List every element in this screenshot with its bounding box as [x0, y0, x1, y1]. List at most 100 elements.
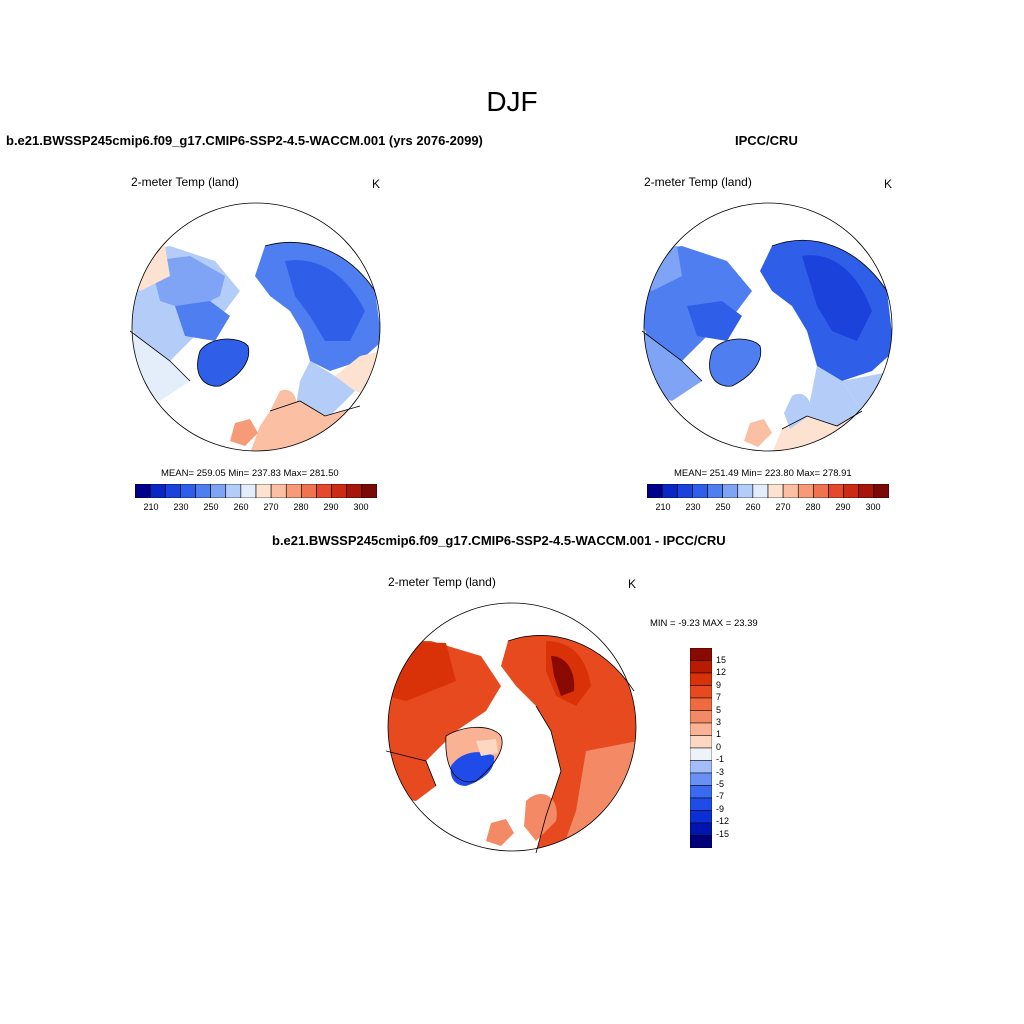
colorbar-swatch — [690, 735, 712, 749]
colorbar-swatch — [690, 747, 712, 761]
colorbar-swatch — [346, 484, 363, 498]
obs-unit-label: K — [884, 177, 893, 191]
colorbar-swatch — [690, 785, 712, 799]
cbar-label: 7 — [716, 692, 722, 703]
colorbar-swatch — [255, 484, 272, 498]
colorbar-swatch — [858, 484, 875, 498]
colorbar-swatch — [690, 722, 712, 736]
colorbar-swatch — [301, 484, 317, 498]
colorbar-swatch — [690, 797, 712, 811]
colorbar-swatch — [737, 484, 754, 498]
cbar-label: 290 — [835, 502, 851, 512]
colorbar-swatch — [690, 672, 712, 686]
cbar-label: 250 — [715, 502, 731, 512]
colorbar-swatch — [180, 484, 196, 498]
cbar-label: 15 — [716, 655, 727, 665]
model-variable-label: 2-meter Temp (land) — [131, 175, 239, 189]
colorbar-swatch — [270, 484, 287, 498]
model-unit-label: K — [372, 177, 381, 191]
obs-polar-map — [642, 202, 893, 452]
colorbar-swatch — [676, 484, 693, 498]
cbar-label: -15 — [716, 828, 730, 839]
colorbar-swatch — [285, 484, 302, 498]
colorbar-swatch — [316, 484, 332, 498]
colorbar-swatch — [647, 484, 663, 498]
colorbar-swatch — [661, 484, 678, 498]
cbar-label: -3 — [716, 766, 725, 777]
cbar-label: 300 — [353, 502, 369, 512]
colorbar-swatch — [797, 484, 814, 498]
diff-unit-label: K — [628, 577, 637, 591]
colorbar-swatch — [813, 484, 829, 498]
colorbar-swatch — [690, 835, 712, 848]
colorbar-swatch — [135, 484, 151, 498]
cbar-label: 3 — [716, 717, 722, 727]
colorbar-swatch — [767, 484, 784, 498]
cbar-label: 260 — [745, 502, 761, 512]
obs-colorbar — [647, 484, 889, 498]
model-panel-title: b.e21.BWSSP245cmip6.f09_g17.CMIP6-SSP2-4… — [6, 133, 483, 148]
cbar-label: 0 — [716, 741, 722, 752]
colorbar-swatch — [690, 772, 712, 786]
colorbar-swatch — [149, 484, 166, 498]
obs-stats: MEAN= 251.49 Min= 223.80 Max= 278.91 — [674, 468, 852, 479]
cbar-label: 280 — [805, 502, 821, 512]
colorbar-swatch — [690, 660, 712, 674]
colorbar-swatch — [331, 484, 348, 498]
cbar-label: 230 — [173, 502, 189, 512]
diff-stats: MIN = -9.23 MAX = 23.39 — [650, 618, 758, 629]
diff-variable-label: 2-meter Temp (land) — [388, 575, 496, 589]
colorbar-swatch — [690, 697, 712, 711]
cbar-label: 230 — [685, 502, 701, 512]
model-colorbar-labels: 210 230 250 260 270 280 290 300 — [128, 502, 384, 514]
colorbar-swatch — [692, 484, 708, 498]
colorbar-swatch — [782, 484, 799, 498]
cbar-label: 250 — [203, 502, 219, 512]
model-polar-map — [130, 202, 381, 452]
cbar-label: -1 — [716, 754, 725, 765]
cbar-label: 280 — [293, 502, 309, 512]
colorbar-swatch — [240, 484, 257, 498]
colorbar-swatch — [722, 484, 739, 498]
obs-panel-title: IPCC/CRU — [735, 133, 798, 148]
cbar-label: 300 — [865, 502, 881, 512]
colorbar-swatch — [164, 484, 181, 498]
model-stats: MEAN= 259.05 Min= 237.83 Max= 281.50 — [161, 468, 339, 479]
cbar-label: 5 — [716, 704, 722, 715]
cbar-label: 290 — [323, 502, 339, 512]
diff-polar-map — [386, 602, 637, 853]
colorbar-swatch — [873, 484, 889, 498]
cbar-label: 270 — [263, 502, 279, 512]
colorbar-swatch — [828, 484, 844, 498]
diff-panel-title: b.e21.BWSSP245cmip6.f09_g17.CMIP6-SSP2-4… — [272, 533, 726, 548]
cbar-label: 210 — [655, 502, 671, 512]
colorbar-swatch — [843, 484, 860, 498]
colorbar-swatch — [195, 484, 211, 498]
cbar-label: 260 — [233, 502, 249, 512]
colorbar-swatch — [210, 484, 227, 498]
diff-colorbar-labels: 15 12 9 7 5 3 1 0 -1 -3 -5 -7 -9 -12 -15 — [716, 655, 756, 845]
colorbar-swatch — [690, 710, 712, 724]
colorbar-swatch — [225, 484, 242, 498]
colorbar-swatch — [690, 760, 712, 774]
colorbar-swatch — [707, 484, 723, 498]
obs-colorbar-labels: 210 230 250 260 270 280 290 300 — [640, 502, 896, 514]
cbar-label: 9 — [716, 679, 722, 690]
diff-colorbar — [690, 648, 712, 848]
colorbar-swatch — [690, 810, 712, 824]
model-colorbar — [135, 484, 377, 498]
colorbar-swatch — [690, 648, 712, 661]
figure-title: DJF — [486, 86, 538, 117]
cbar-label: -5 — [716, 779, 725, 789]
cbar-label: 12 — [716, 667, 727, 678]
colorbar-swatch — [752, 484, 769, 498]
cbar-label: -9 — [716, 803, 725, 814]
cbar-label: -7 — [716, 791, 725, 802]
obs-variable-label: 2-meter Temp (land) — [644, 175, 752, 189]
cbar-label: 1 — [716, 729, 722, 740]
cbar-label: -12 — [716, 816, 730, 827]
cbar-label: 270 — [775, 502, 791, 512]
colorbar-swatch — [361, 484, 377, 498]
cbar-label: 210 — [143, 502, 159, 512]
colorbar-swatch — [690, 822, 712, 836]
